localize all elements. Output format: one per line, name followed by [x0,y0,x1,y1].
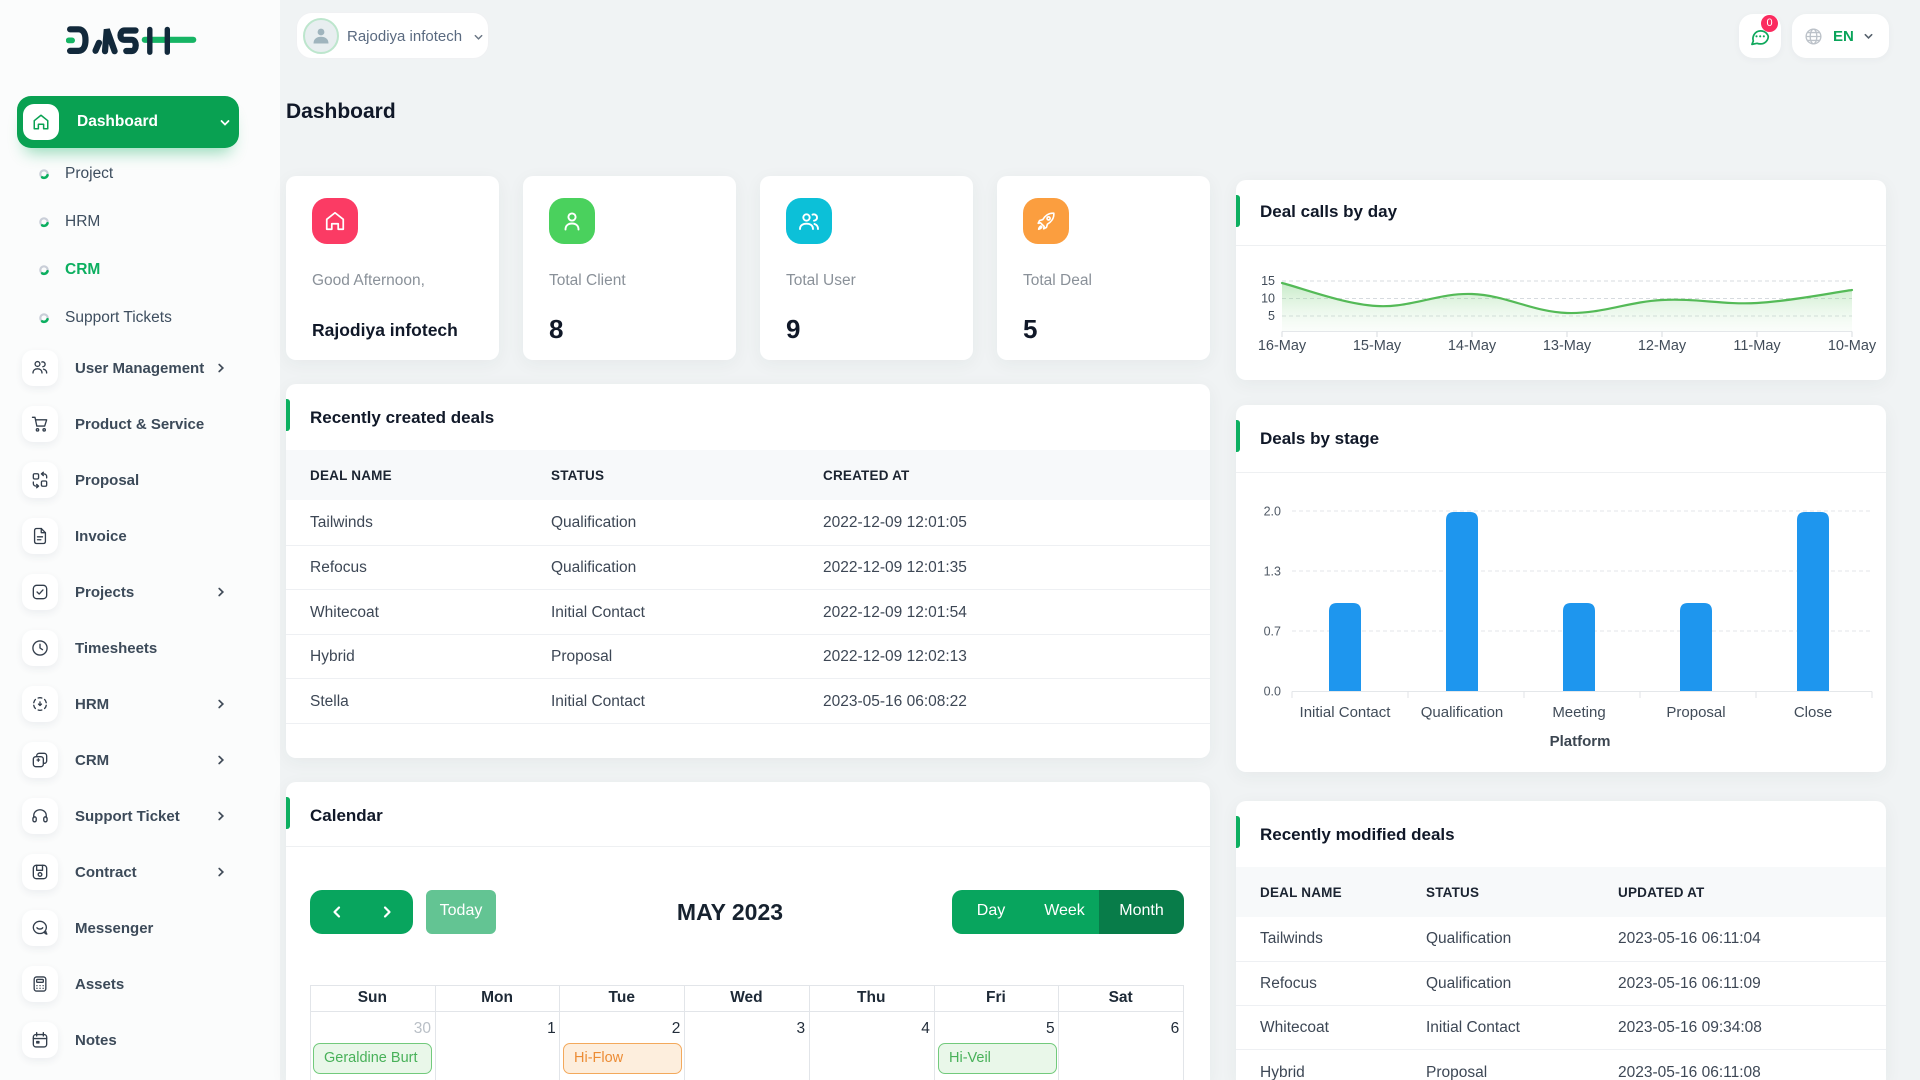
svg-text:0.0: 0.0 [1264,684,1281,698]
svg-text:Meeting: Meeting [1552,704,1605,721]
svg-text:10: 10 [1261,292,1275,306]
svg-text:15: 15 [1261,274,1275,288]
svg-text:11-May: 11-May [1733,338,1781,354]
svg-text:Initial Contact: Initial Contact [1300,704,1392,721]
svg-text:0.7: 0.7 [1264,624,1281,638]
svg-text:Proposal: Proposal [1666,704,1725,721]
svg-text:1.3: 1.3 [1264,564,1281,578]
svg-text:Close: Close [1794,704,1832,721]
svg-text:Platform: Platform [1550,733,1611,750]
svg-text:12-May: 12-May [1638,338,1687,354]
svg-text:16-May: 16-May [1258,338,1307,354]
svg-text:15-May: 15-May [1353,338,1402,354]
svg-text:10-May: 10-May [1828,338,1877,354]
svg-text:5: 5 [1268,309,1275,323]
svg-text:2.0: 2.0 [1264,504,1281,518]
svg-text:Qualification: Qualification [1421,704,1504,721]
svg-text:14-May: 14-May [1448,338,1497,354]
svg-text:13-May: 13-May [1543,338,1592,354]
